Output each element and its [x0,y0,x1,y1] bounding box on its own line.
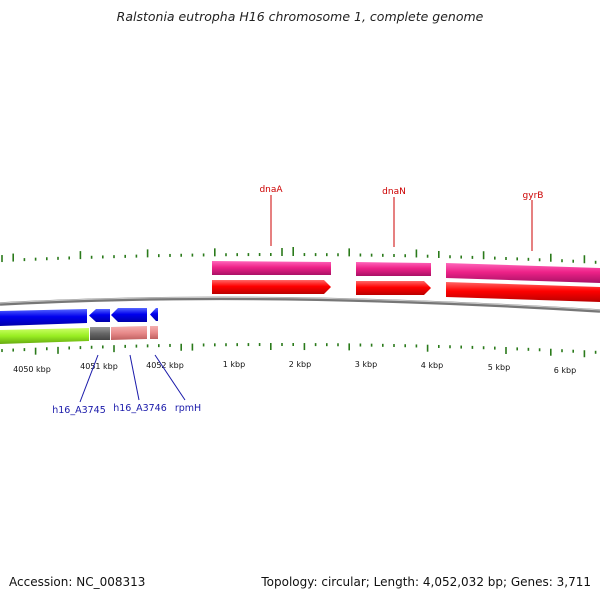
map-title: Ralstonia eutropha H16 chromosome 1, com… [116,9,484,24]
gene-label-h16-A3746: h16_A3746 [113,403,167,414]
gene-label-dnaN: dnaN [382,187,406,197]
cds-reverse-feature [111,308,147,322]
genome-backbone [0,296,600,313]
gene-reverse-salmon-feature [150,326,158,339]
cds-reverse-feature [0,309,87,326]
cds-forward-feature [446,282,600,302]
scale-label: 5 kbp [488,363,510,372]
scale-axis: 4050 kbp 4051 kbp 4052 kbp 1 kbp 2 kbp 3… [13,360,576,375]
label-leader-line [79,354,99,403]
gene-label-gyrB: gyrB [523,191,544,201]
scale-label: 4052 kbp [146,361,184,370]
gc-skew-lower-track [1,343,597,358]
scale-label: 6 kbp [554,366,576,375]
scale-label: 2 kbp [289,360,311,369]
cds-forward-feature [356,281,431,295]
gc-skew-upper-track [1,247,597,264]
scale-label: 4051 kbp [80,362,118,371]
reverse-gene-labels: h16_A3745 h16_A3746 rpmH [52,354,201,416]
cds-forward-feature [212,280,331,294]
gene-forward-feature [212,261,331,275]
scale-label: 3 kbp [355,360,377,369]
gene-forward-feature [356,262,431,276]
accession-text: Accession: NC_008313 [9,575,146,589]
scale-label: 1 kbp [223,360,245,369]
gene-label-h16-A3745: h16_A3745 [52,405,106,416]
scale-label: 4 kbp [421,361,443,370]
label-leader-line [129,354,140,401]
forward-gene-labels: dnaA dnaN gyrB [259,185,543,251]
gene-reverse-feature [0,328,89,344]
genome-backbone-highlight [0,296,600,311]
cds-reverse-feature [89,309,110,322]
gene-forward-feature [446,263,600,283]
scale-label: 4050 kbp [13,365,51,374]
gene-label-rpmH: rpmH [175,403,201,414]
label-leader-line [154,354,186,401]
gene-reverse-grey-feature [90,327,110,340]
gene-label-dnaA: dnaA [259,185,283,195]
genome-summary-text: Topology: circular; Length: 4,052,032 bp… [261,575,591,589]
cds-reverse-feature [150,308,158,321]
gene-reverse-salmon-feature [111,326,147,340]
